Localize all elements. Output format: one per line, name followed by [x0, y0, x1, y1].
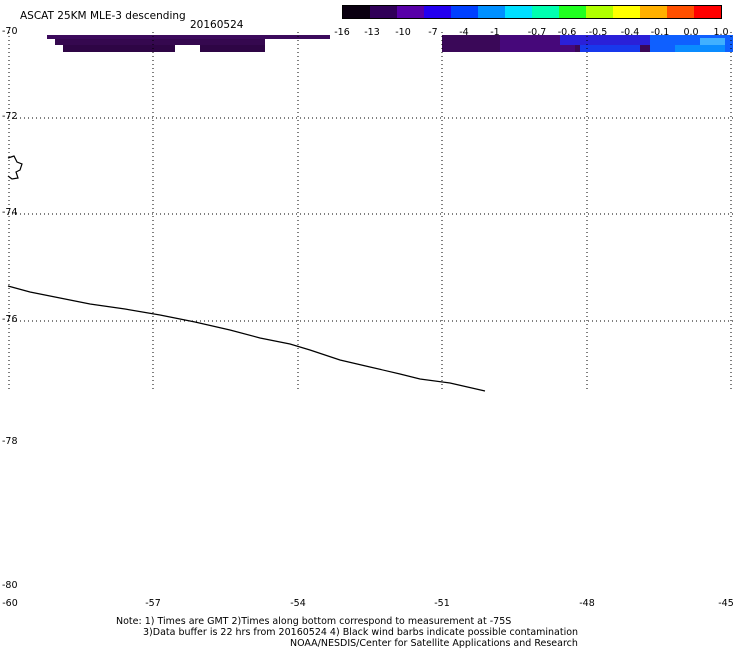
footnote-line: NOAA/NESDIS/Center for Satellite Applica…	[290, 638, 578, 649]
lat-label: -72	[2, 111, 18, 122]
colorbar-swatch	[640, 6, 667, 18]
colorbar-label: -1	[490, 27, 500, 38]
map-date: 20160524	[190, 19, 244, 31]
colorbar-label: -0.6	[557, 27, 577, 38]
lat-label: -76	[2, 314, 18, 325]
colorbar-swatch	[586, 6, 613, 18]
colorbar-label: -0.5	[588, 27, 608, 38]
lon-label: -45	[718, 598, 734, 609]
colorbar-swatch	[505, 6, 532, 18]
lat-label: -80	[2, 580, 18, 591]
coastline	[7, 285, 486, 392]
lon-label: -48	[579, 598, 595, 609]
graticule	[8, 32, 735, 390]
map-title: ASCAT 25KM MLE-3 descending	[20, 10, 186, 22]
lat-label: -70	[2, 26, 18, 37]
colorbar-label: -0.4	[620, 27, 640, 38]
colorbar-label: -13	[364, 27, 380, 38]
colorbar-swatch	[667, 6, 694, 18]
wind-data-swath-right	[442, 35, 733, 52]
colorbar-swatch	[694, 6, 721, 18]
colorbar	[342, 5, 722, 19]
colorbar-swatch	[397, 6, 424, 18]
colorbar-label: -16	[334, 27, 350, 38]
colorbar-label: -10	[395, 27, 411, 38]
colorbar-swatch	[613, 6, 640, 18]
colorbar-label: 0.0	[683, 27, 699, 38]
colorbar-label: -0.1	[650, 27, 670, 38]
colorbar-label: -0.7	[527, 27, 547, 38]
lon-label: -51	[434, 598, 450, 609]
lat-label: -74	[2, 207, 18, 218]
colorbar-swatch	[424, 6, 451, 18]
colorbar-swatch	[451, 6, 478, 18]
colorbar-swatch	[559, 6, 586, 18]
lon-label: -57	[145, 598, 161, 609]
colorbar-label: -4	[459, 27, 469, 38]
footnote-line: Note: 1) Times are GMT 2)Times along bot…	[116, 616, 512, 627]
wind-data-swath-left	[47, 35, 330, 52]
colorbar-label: 1.0	[713, 27, 729, 38]
coastline-island	[7, 155, 23, 180]
colorbar-swatch	[532, 6, 559, 18]
colorbar-swatch	[478, 6, 505, 18]
lon-label: -60	[2, 598, 18, 609]
colorbar-swatch	[343, 6, 370, 18]
colorbar-swatch	[370, 6, 397, 18]
colorbar-label: -7	[428, 27, 438, 38]
footnote-line: 3)Data buffer is 22 hrs from 20160524 4)…	[143, 627, 579, 638]
lat-label: -78	[2, 436, 18, 447]
lon-label: -54	[290, 598, 306, 609]
